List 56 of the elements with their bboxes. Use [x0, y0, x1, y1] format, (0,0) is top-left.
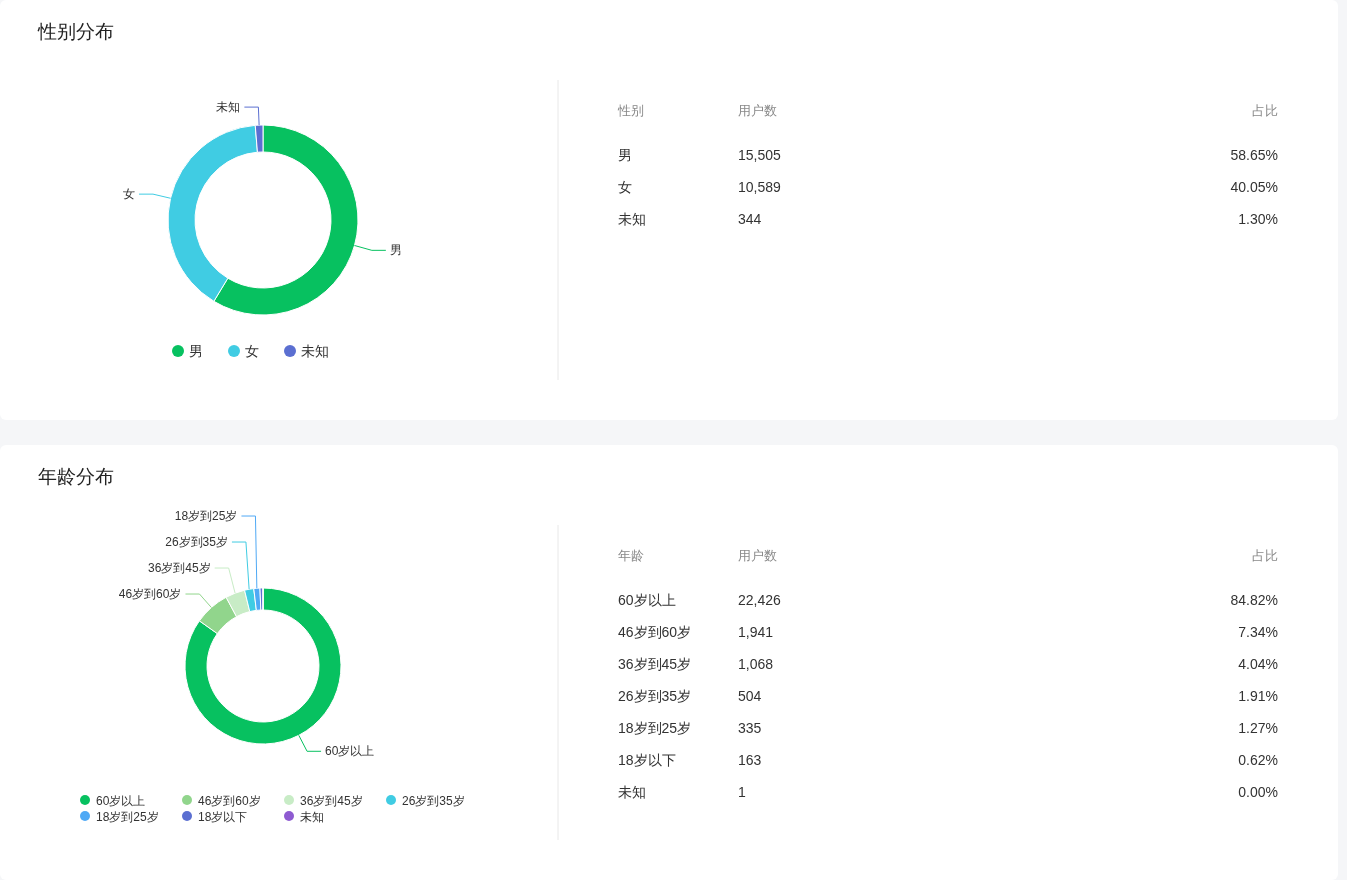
text: 40.05%	[1230, 179, 1278, 195]
legend-label: 女	[245, 343, 259, 359]
text: 10,589	[738, 179, 782, 195]
chart-title: 性别分布	[37, 21, 114, 42]
text: 年龄	[618, 548, 644, 563]
text: 18岁以下	[618, 752, 676, 768]
text: 15,505	[738, 147, 782, 163]
text: 1.27%	[1238, 720, 1278, 736]
text: 女	[618, 179, 632, 195]
text: 1,941	[738, 624, 774, 640]
text: 4.04%	[1238, 656, 1278, 672]
text: 344	[738, 211, 762, 227]
text: 163	[738, 752, 762, 768]
text: 1,068	[738, 656, 774, 672]
legend-label: 36岁到45岁	[300, 794, 363, 808]
text: 性别	[617, 103, 644, 118]
slice-label: 男	[389, 243, 402, 258]
slice-label: 女	[123, 187, 135, 202]
text: 未知	[618, 784, 646, 800]
text: 504	[738, 688, 762, 704]
text: 58.65%	[1230, 147, 1278, 163]
legend-label: 18岁以下	[198, 810, 248, 824]
slice-label: 46岁到60岁	[118, 587, 182, 602]
text: 18岁到25岁	[618, 720, 692, 736]
text: 60岁以上	[618, 592, 676, 608]
legend-label: 60岁以上	[96, 794, 146, 808]
legend-label: 男	[189, 343, 203, 359]
text: 1.30%	[1238, 211, 1278, 227]
text: 36岁到45岁	[618, 656, 692, 672]
legend-label: 未知	[300, 810, 324, 824]
text: 26岁到35岁	[618, 688, 692, 704]
text: 男	[618, 147, 632, 163]
text: 占比	[1252, 548, 1278, 563]
text: 1.91%	[1238, 688, 1278, 704]
legend-label: 26岁到35岁	[402, 794, 465, 808]
text: 占比	[1252, 103, 1278, 118]
text: 0.62%	[1238, 752, 1278, 768]
text: 1	[738, 784, 746, 800]
text: 用户数	[738, 548, 777, 563]
text: 7.34%	[1238, 624, 1278, 640]
legend-label: 18岁到25岁	[96, 810, 159, 824]
text: 84.82%	[1230, 592, 1278, 608]
text: 46岁到60岁	[618, 624, 692, 640]
text: 335	[738, 720, 762, 736]
text: 未知	[618, 211, 646, 227]
slice-label: 未知	[216, 100, 241, 115]
slice-label: 60岁以上	[325, 744, 375, 759]
slice-label: 26岁到35岁	[165, 535, 228, 550]
chart-title: 年龄分布	[38, 466, 114, 487]
legend-label: 未知	[301, 343, 329, 359]
slice-label: 18岁到25岁	[174, 509, 238, 524]
text: 22,426	[738, 592, 782, 608]
text: 0.00%	[1238, 784, 1278, 800]
text: 用户数	[738, 103, 777, 118]
slice-label: 36岁到45岁	[147, 561, 211, 576]
legend-label: 46岁到60岁	[198, 794, 261, 808]
